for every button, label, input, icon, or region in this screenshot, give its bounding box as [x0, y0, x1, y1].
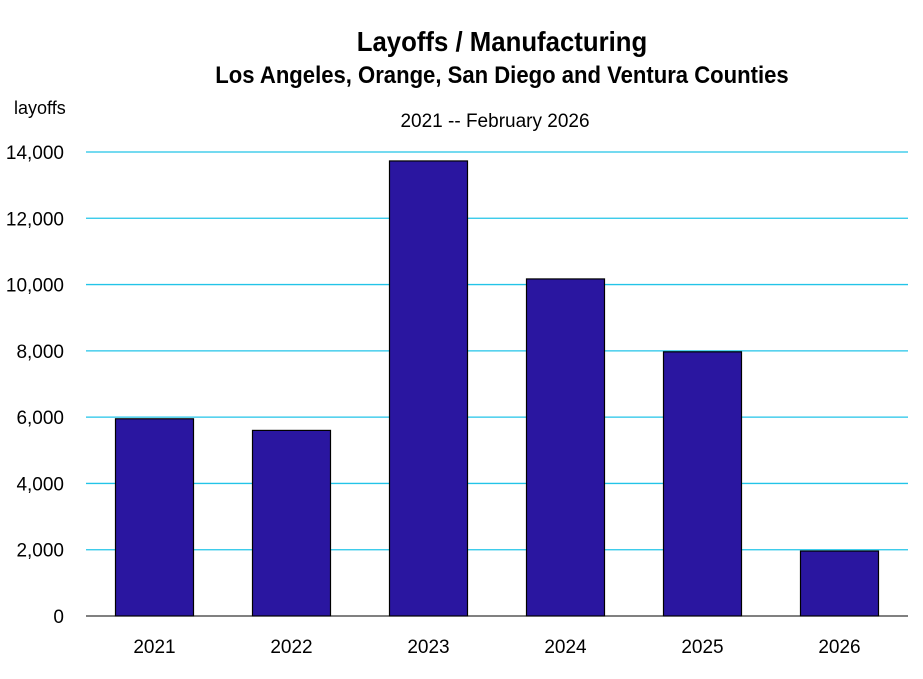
y-axis-label: layoffs	[14, 98, 66, 118]
x-tick-label: 2025	[681, 637, 723, 658]
bar-2025	[662, 351, 743, 617]
x-tick-label: 2021	[133, 637, 175, 658]
chart-subtitle: Los Angeles, Orange, San Diego and Ventu…	[215, 62, 789, 89]
y-tick-label: 6,000	[16, 408, 64, 429]
bar-2026	[799, 550, 880, 617]
x-tick-label: 2026	[818, 637, 860, 658]
y-tick-label: 4,000	[16, 474, 64, 495]
chart-period: 2021 -- February 2026	[400, 111, 590, 132]
y-tick-label: 12,000	[6, 209, 64, 230]
bar-2022	[251, 429, 332, 617]
y-tick-label: 10,000	[6, 276, 64, 297]
x-tick-label: 2022	[270, 637, 312, 658]
y-tick-label: 0	[53, 607, 64, 628]
y-tick-label: 8,000	[16, 342, 64, 363]
y-tick-label: 2,000	[16, 541, 64, 562]
bar-2024	[525, 278, 606, 617]
chart-title: Layoffs / Manufacturing	[356, 26, 648, 57]
bar-2021	[114, 418, 195, 617]
y-tick-label: 14,000	[6, 143, 64, 164]
x-tick-label: 2023	[407, 637, 449, 658]
x-tick-label: 2024	[544, 637, 587, 658]
bar-2023	[388, 160, 469, 617]
